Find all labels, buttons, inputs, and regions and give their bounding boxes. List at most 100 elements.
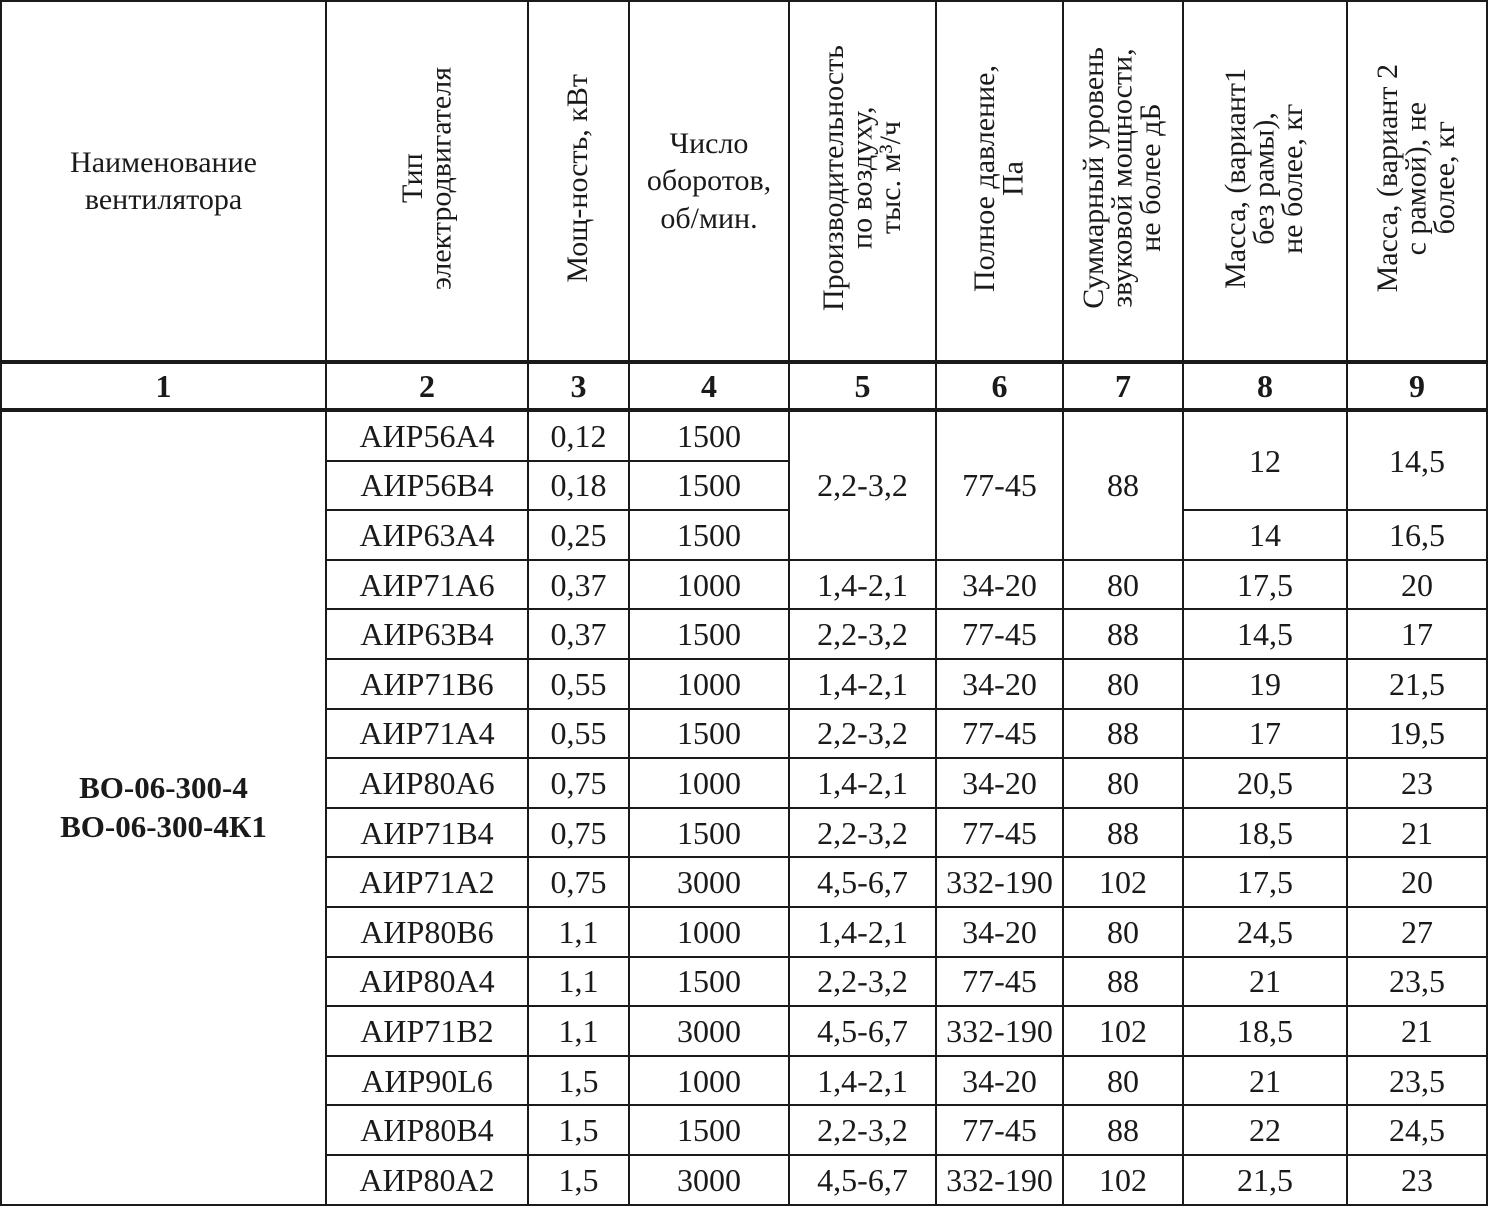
table-cell: 88	[1062, 955, 1184, 1008]
table-cell: 1000	[628, 757, 790, 809]
table-cell: 12	[1182, 408, 1348, 512]
header-row: Наименование вентилятора Тип электродвига…	[0, 0, 1488, 363]
table-cell: АИР80А2	[325, 1153, 529, 1206]
table-row: АИР71А2 0,75 3000 4,5-6,7 332-190 102 17,5 20	[1, 856, 1488, 908]
table-cell: 1,1	[527, 955, 630, 1008]
table-cell: 23,5	[1346, 1054, 1488, 1107]
column-header-label: Суммарный уровень звуковой мощности, не …	[1077, 47, 1168, 310]
table-cell: 0,55	[527, 707, 630, 760]
table-cell: 21	[1182, 1054, 1348, 1107]
table-cell: 14,5	[1346, 408, 1488, 512]
table-cell: АИР71А6	[325, 558, 529, 611]
table-row: АИР63В4 0,37 1500 2,2-3,2 77-45 88 14,5 17	[1, 608, 1488, 660]
table-cell: 88	[1062, 608, 1184, 660]
table-cell: АИР80В4	[325, 1104, 529, 1156]
table-cell: 88	[1062, 806, 1184, 859]
table-cell: 4,5-6,7	[788, 1153, 937, 1206]
column-header-5: Производительность по воздуху, тыс. м³/ч	[788, 0, 937, 363]
table-cell: 21	[1346, 1005, 1488, 1057]
table-cell: 1,4-2,1	[788, 657, 937, 710]
table-row: АИР71А4 0,55 1500 2,2-3,2 77-45 88 17 19,5	[1, 707, 1488, 760]
column-header-label: Производительность по воздуху, тыс. м³/ч	[816, 45, 907, 312]
table-cell: 16,5	[1346, 509, 1488, 561]
table-cell: 34-20	[935, 757, 1064, 809]
table-cell: 77-45	[935, 1104, 1064, 1156]
table-cell: 18,5	[1182, 806, 1348, 859]
table-cell: 1500	[628, 509, 790, 561]
column-number: 1	[0, 360, 327, 412]
table-cell: 20,5	[1182, 757, 1348, 809]
table-cell: 34-20	[935, 657, 1064, 710]
column-header-1: Наименование вентилятора	[0, 0, 327, 363]
table-cell: 80	[1062, 657, 1184, 710]
table-cell: 19	[1182, 657, 1348, 710]
table-cell: 20	[1346, 558, 1488, 611]
table-cell: 3000	[628, 856, 790, 908]
table-cell: АИР80А6	[325, 757, 529, 809]
table-cell: АИР71А4	[325, 707, 529, 760]
table-cell: АИР63А4	[325, 509, 529, 561]
table-cell: АИР56А4	[325, 409, 529, 462]
table-cell: 77-45	[935, 955, 1064, 1008]
table-cell: 1,5	[527, 1153, 630, 1206]
table-cell: 80	[1062, 905, 1184, 958]
table-cell: 1,4-2,1	[788, 905, 937, 958]
table-cell: 332-190	[935, 856, 1064, 908]
table-row: АИР63А4 0,25 1500 14 16,5	[1, 509, 1488, 561]
table-cell: 0,25	[527, 509, 630, 561]
table-cell: 34-20	[935, 905, 1064, 958]
column-number: 8	[1182, 360, 1348, 412]
table-cell: 1500	[628, 409, 790, 462]
table-cell: АИР71В2	[325, 1005, 529, 1057]
table-cell: 2,2-3,2	[788, 608, 937, 660]
table-cell: 34-20	[935, 1054, 1064, 1107]
table-cell: 77-45	[935, 806, 1064, 859]
table-cell: 88	[1062, 409, 1184, 561]
table-cell: 1,5	[527, 1054, 630, 1107]
table-cell: 332-190	[935, 1153, 1064, 1206]
table-cell: АИР71В6	[325, 657, 529, 710]
table-cell: АИР90L6	[325, 1054, 529, 1107]
table-cell: 17	[1346, 608, 1488, 660]
table-cell: 2,2-3,2	[788, 707, 937, 760]
table-row: АИР71А6 0,37 1000 1,4-2,1 34-20 80 17,5 20	[1, 558, 1488, 611]
table-cell: 1500	[628, 955, 790, 1008]
table-cell: 77-45	[935, 409, 1064, 561]
table-cell: 20	[1346, 856, 1488, 908]
fan-name-cell: ВО-06-300-4 ВО-06-300-4К1	[0, 409, 327, 1206]
column-header-4: Число оборотов, об/мин.	[628, 0, 790, 363]
table-cell: 23,5	[1346, 955, 1488, 1008]
column-number: 6	[935, 360, 1064, 412]
table-cell: 1500	[628, 608, 790, 660]
column-header-6: Полное давление, Па	[935, 0, 1064, 363]
table-cell: 22	[1182, 1104, 1348, 1156]
table-row: АИР80А4 1,1 1500 2,2-3,2 77-45 88 21 23,5	[1, 955, 1488, 1008]
table-cell: 1000	[628, 657, 790, 710]
table-cell: 2,2-3,2	[788, 955, 937, 1008]
table-cell: 1500	[628, 1104, 790, 1156]
table-cell: 1000	[628, 905, 790, 958]
column-number: 2	[325, 360, 529, 412]
table-cell: 23	[1346, 1153, 1488, 1206]
table-cell: АИР80А4	[325, 955, 529, 1008]
table-cell: АИР71В4	[325, 806, 529, 859]
table-cell: АИР71А2	[325, 856, 529, 908]
column-number: 3	[527, 360, 630, 412]
table-cell: 4,5-6,7	[788, 1005, 937, 1057]
table-row: АИР56В4 0,18 1500	[1, 459, 1487, 512]
table-cell: 1,4-2,1	[788, 757, 937, 809]
column-number: 7	[1062, 360, 1184, 412]
table-cell: 80	[1062, 1054, 1184, 1107]
table-cell: 332-190	[935, 1005, 1064, 1057]
table-cell: 2,2-3,2	[788, 1104, 937, 1156]
table-cell: 1500	[628, 707, 790, 760]
table-cell: 21,5	[1182, 1153, 1348, 1206]
table-cell: 34-20	[935, 558, 1064, 611]
table-cell: 1,1	[527, 1005, 630, 1057]
column-header-8: Масса, (вариант1 без рамы), не более, кг	[1182, 0, 1348, 363]
column-header-2: Тип электродвигателя	[325, 0, 529, 363]
table-cell: 1,1	[527, 905, 630, 958]
table-cell: 0,75	[527, 856, 630, 908]
table-cell: 102	[1062, 1153, 1184, 1206]
table-cell: АИР56В4	[325, 459, 529, 512]
